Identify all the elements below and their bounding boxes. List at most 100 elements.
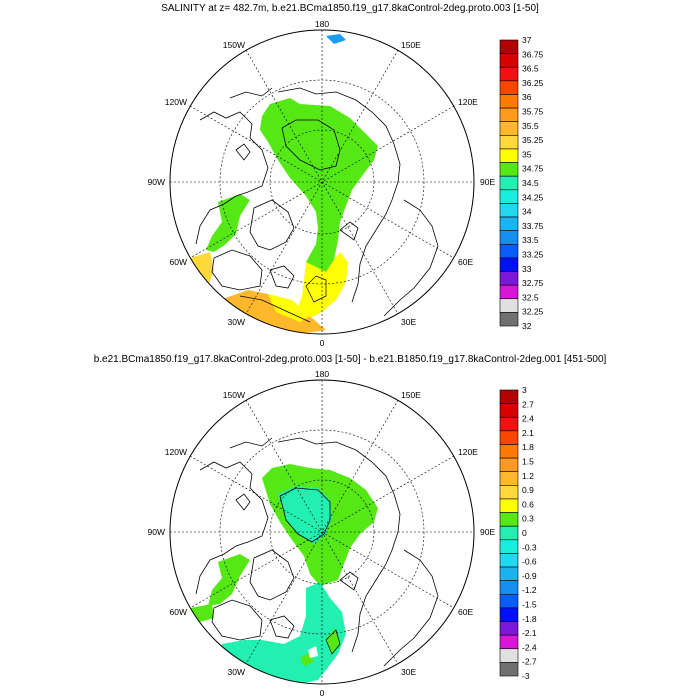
colorbar-swatch (499, 498, 519, 513)
colorbar-label: 33.25 (522, 250, 544, 260)
colorbar-label: 33.75 (522, 221, 544, 231)
colorbar-swatch (499, 189, 519, 204)
difference-colorbar: 3 2.7 2.4 2.1 1.8 1.5 1.2 0.9 0.6 0.3 0 -0.3 -0.6 -0.… (499, 385, 537, 681)
colorbar-swatch (499, 525, 519, 541)
colorbar-swatch (499, 107, 519, 123)
colorbar-label: 34.5 (522, 178, 539, 188)
colorbar-label: 0 (522, 528, 527, 538)
colorbar-swatch (499, 634, 519, 650)
lon-label-150e: 150E (401, 40, 421, 50)
colorbar-swatch (499, 553, 519, 568)
colorbar-swatch (499, 662, 519, 677)
colorbar-swatch (499, 403, 519, 418)
colorbar-swatch (499, 312, 519, 327)
colorbar-swatch (499, 512, 519, 527)
lon-label-30w: 30W (228, 317, 245, 327)
colorbar-swatch (499, 298, 519, 313)
colorbar-label: 37 (522, 35, 532, 45)
colorbar-swatch (499, 162, 519, 177)
colorbar-swatch (499, 539, 519, 554)
colorbar-swatch (499, 230, 519, 245)
lon-label-30w: 30W (228, 667, 245, 677)
colorbar-label: 2.1 (522, 428, 534, 438)
lon-label-60w: 60W (170, 607, 187, 617)
lon-label-60w: 60W (170, 257, 187, 267)
colorbar-swatch (499, 444, 519, 459)
colorbar-swatch (499, 416, 519, 432)
colorbar-label: 34.75 (522, 164, 544, 174)
colorbar-swatch (499, 94, 519, 109)
colorbar-label: 35 (522, 149, 532, 159)
colorbar-swatch (499, 216, 519, 231)
colorbar-label: 36.5 (522, 64, 539, 74)
colorbar-label: 36.75 (522, 49, 544, 59)
map-border (169, 29, 475, 335)
colorbar-label: 36.25 (522, 78, 544, 88)
colorbar-swatch (499, 203, 519, 218)
colorbar-label: -1.5 (522, 600, 537, 610)
colorbar-swatch (499, 580, 519, 595)
lon-label-30e: 30E (401, 317, 416, 327)
colorbar-label: -1.2 (522, 585, 537, 595)
lon-label-60e: 60E (458, 607, 473, 617)
colorbar-swatch (499, 121, 519, 136)
colorbar-swatch (499, 53, 519, 68)
lon-label-150e: 150E (401, 390, 421, 400)
colorbar-swatch (499, 389, 519, 404)
lon-label-180: 180 (315, 19, 329, 29)
colorbar-swatch (499, 593, 519, 609)
lon-label-90e: 90E (480, 177, 495, 187)
colorbar-label: 34 (522, 207, 532, 217)
colorbar-label: 32.5 (522, 292, 539, 302)
colorbar-label: -0.9 (522, 571, 537, 581)
colorbar-label: -2.4 (522, 642, 537, 652)
coastlines (195, 437, 439, 667)
lon-label-150w: 150W (223, 40, 245, 50)
map-title-difference: b.e21.BCma1850.f19_g17.8kaControl-2deg.p… (93, 354, 607, 365)
colorbar-label: -1.8 (522, 614, 537, 624)
colorbar-label: 36 (522, 92, 532, 102)
colorbar-label: 0.3 (522, 514, 534, 524)
lon-label-120w: 120W (165, 447, 187, 457)
colorbar-label: 35.75 (522, 107, 544, 117)
colorbar-label: 2.7 (522, 399, 534, 409)
lon-label-180: 180 (315, 369, 329, 379)
colorbar-swatch (499, 175, 519, 191)
colorbar-swatch (499, 457, 519, 473)
lon-label-30e: 30E (401, 667, 416, 677)
salinity-field (188, 34, 378, 334)
colorbar-label: 2.4 (522, 414, 534, 424)
colorbar-swatch (499, 621, 519, 636)
lon-label-90w: 90W (148, 527, 165, 537)
graticule (170, 380, 474, 684)
map-title-salinity: SALINITY at z= 482.7m, b.e21.BCma1850.f1… (161, 3, 539, 14)
salinity-colorbar: 37 36.75 36.5 36.25 36 35.75 35.5 35.25 35 34.75 3… (499, 35, 544, 331)
lon-label-120e: 120E (458, 447, 478, 457)
lon-label-60e: 60E (458, 257, 473, 267)
graticule (170, 30, 474, 334)
colorbar-swatch (499, 430, 519, 445)
difference-field (190, 464, 378, 684)
colorbar-label: -0.6 (522, 557, 537, 567)
colorbar-swatch (499, 257, 519, 272)
colorbar-swatch (499, 485, 519, 500)
colorbar-label: 32.25 (522, 307, 544, 317)
colorbar-label: 33 (522, 264, 532, 274)
colorbar-swatch (499, 471, 519, 486)
colorbar-label: 3 (522, 385, 527, 395)
colorbar-label: -0.3 (522, 542, 537, 552)
colorbar-swatch (499, 243, 519, 259)
salinity-polar-map: 180 0 90W 90E 150W 120W 150E 120E 60W 30… (148, 19, 544, 348)
colorbar-swatch (499, 607, 519, 622)
lon-label-0: 0 (320, 338, 325, 348)
lon-label-90w: 90W (148, 177, 165, 187)
colorbar-swatch (499, 66, 519, 82)
lon-label-90e: 90E (480, 527, 495, 537)
difference-polar-map: 180 0 90W 90E 150W 120W 150E 120E 60W 30… (148, 369, 537, 698)
colorbar-label: 1.2 (522, 471, 534, 481)
colorbar-label: 34.25 (522, 192, 544, 202)
map-border (169, 379, 475, 685)
colorbar-swatch (499, 135, 519, 150)
lon-label-0: 0 (320, 688, 325, 698)
colorbar-swatch (499, 271, 519, 286)
